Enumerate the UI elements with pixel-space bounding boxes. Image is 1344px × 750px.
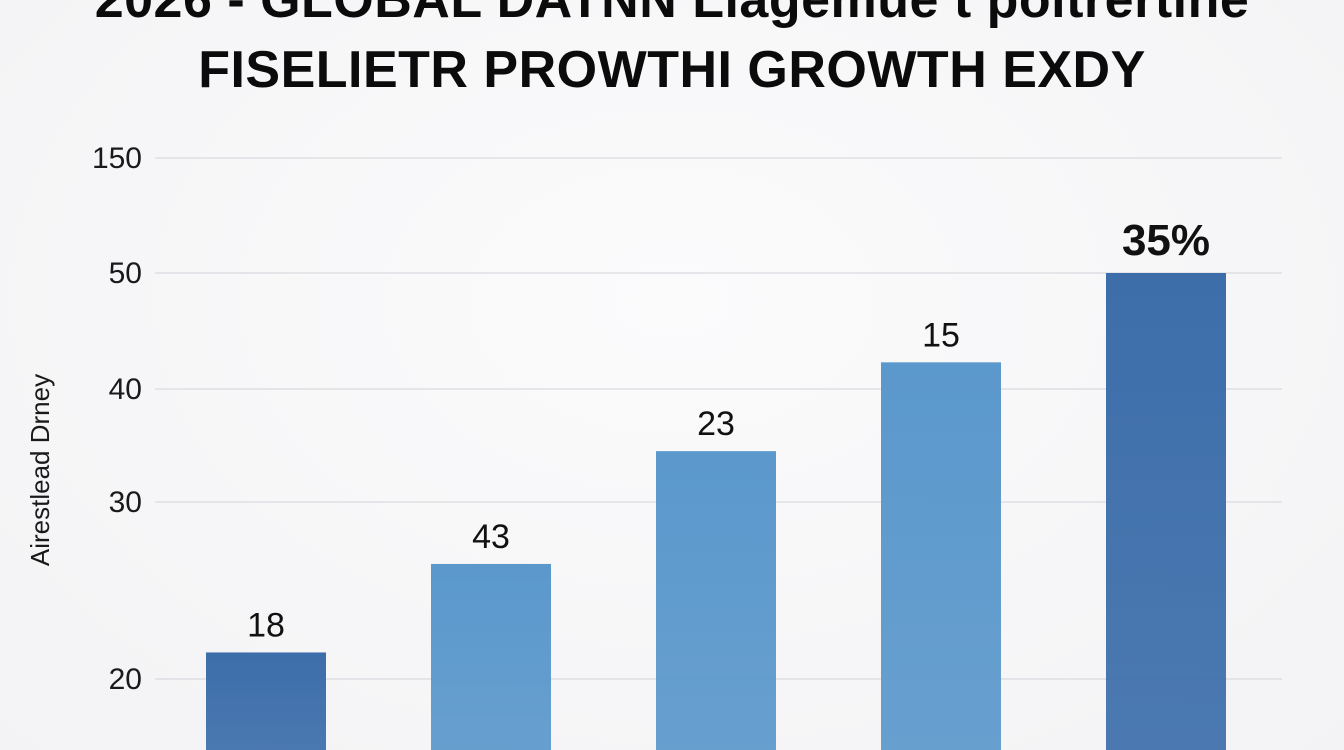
bar-value-label: 35% — [1122, 216, 1210, 265]
bar-value-label: 43 — [472, 518, 510, 556]
y-tick-label: 40 — [109, 373, 142, 406]
bar-value-label: 18 — [247, 606, 285, 644]
y-tick-label: 20 — [109, 663, 142, 696]
chart-subtitle: FISELIETR PROWTHI GROWTH EXDY — [198, 41, 1146, 99]
bar-value-label: 15 — [922, 316, 960, 354]
bar — [656, 451, 776, 750]
y-tick-label: 50 — [109, 257, 142, 290]
chart-title: 2026 - GLOBAL DATNN Liagemue t poitrerti… — [94, 0, 1250, 29]
bar — [881, 362, 1001, 750]
y-tick-label: 150 — [92, 142, 142, 175]
bar — [1106, 273, 1226, 750]
bar — [431, 563, 551, 750]
bar-value-label: 23 — [697, 405, 735, 443]
y-tick-label: 30 — [109, 486, 142, 519]
bar — [206, 652, 326, 750]
